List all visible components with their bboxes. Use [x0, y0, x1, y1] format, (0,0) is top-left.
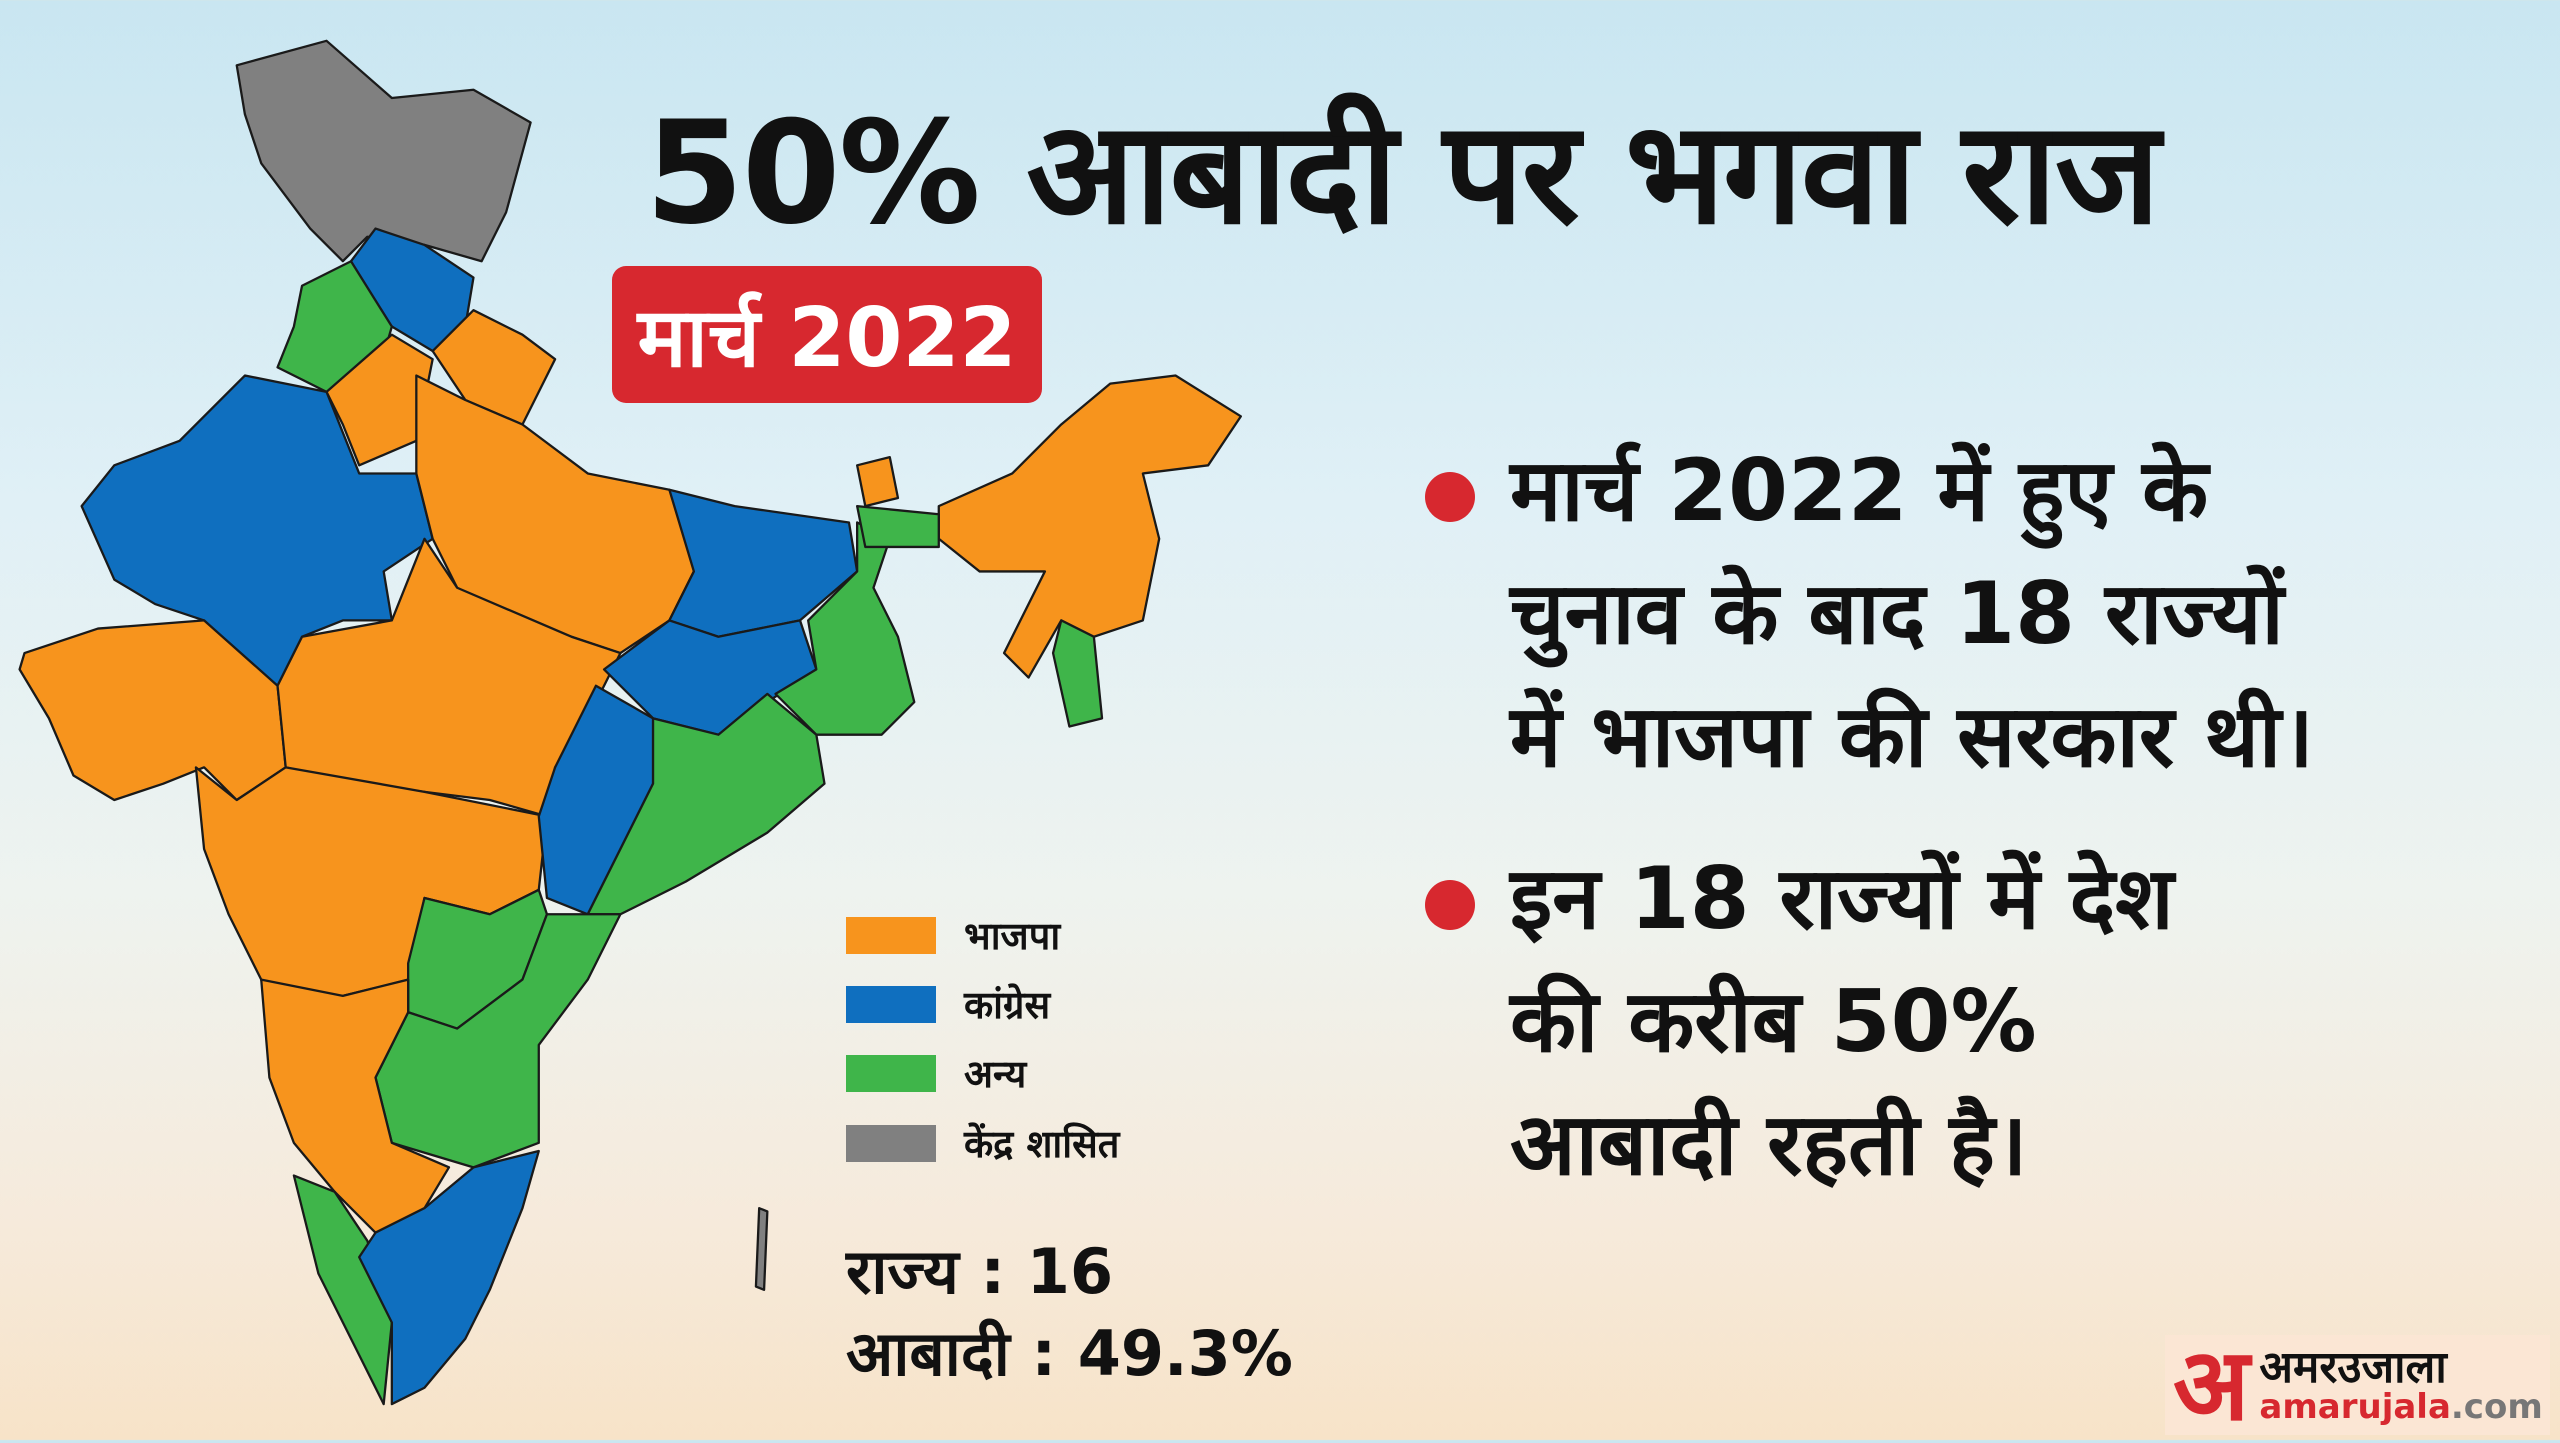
- bullet-text: मार्च 2022 में हुए के चुनाव के बाद 18 रा…: [1510, 441, 2314, 787]
- date-badge: मार्च 2022: [612, 266, 1042, 403]
- bullet-point: इन 18 राज्यों में देश की करीब 50% आबादी …: [1425, 838, 2525, 1218]
- legend-item-bjp: भाजपा: [846, 905, 1060, 965]
- legend-item-congress: कांग्रेस: [846, 974, 1050, 1034]
- region-west-bengal: [774, 521, 916, 736]
- region-karnataka: [260, 978, 451, 1234]
- region-kerala: [292, 1174, 393, 1406]
- region-andaman: [754, 1207, 769, 1291]
- legend-label: केंद्र शासित: [964, 1122, 1120, 1166]
- region-northeast: [937, 374, 1242, 679]
- legend-item-union-territory: केंद्र शासित: [846, 1113, 1119, 1173]
- logo-domain: amarujala.com: [2259, 1390, 2542, 1424]
- logo-hindi-text: अमरउजाला: [2259, 1342, 2447, 1393]
- region-tamil-nadu: [358, 1149, 540, 1406]
- legend-label: अन्य: [964, 1052, 1027, 1096]
- legend-swatch: [846, 916, 936, 954]
- legend-label: कांग्रेस: [964, 983, 1051, 1027]
- legend-swatch: [846, 1124, 936, 1162]
- region-jammu-kashmir: [235, 39, 532, 263]
- headline: 50% आबादी पर भगवा राज: [645, 91, 2160, 256]
- population-share: आबादी : 49.3%: [846, 1317, 1293, 1390]
- region-sikkim: [856, 456, 900, 508]
- region-gujarat: [18, 619, 287, 802]
- region-tripura-mizoram: [1051, 619, 1104, 728]
- legend-swatch: [846, 985, 936, 1023]
- logo-domain-tld: .com: [2450, 1387, 2543, 1427]
- logo-mark: अ: [2173, 1326, 2250, 1443]
- legend-label: भाजपा: [964, 914, 1061, 958]
- bullet-dot-icon: [1425, 880, 1475, 930]
- region-meghalaya: [856, 504, 940, 549]
- states-count: राज्य : 16: [846, 1235, 1114, 1308]
- bullet-point: मार्च 2022 में हुए के चुनाव के बाद 18 रा…: [1425, 430, 2525, 810]
- legend-swatch: [846, 1054, 936, 1092]
- bullet-dot-icon: [1425, 472, 1475, 522]
- region-odisha: [586, 692, 826, 916]
- amarujala-logo: अ अमरउजाला amarujala.com: [2165, 1335, 2550, 1435]
- logo-domain-main: amarujala: [2259, 1387, 2451, 1427]
- bullet-text: इन 18 राज्यों में देश की करीब 50% आबादी …: [1510, 849, 2174, 1195]
- legend-item-others: अन्य: [846, 1043, 1026, 1103]
